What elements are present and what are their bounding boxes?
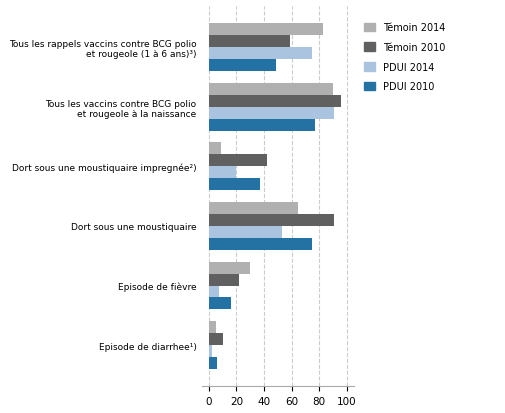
Bar xyxy=(209,167,236,179)
Bar xyxy=(209,179,260,191)
Bar xyxy=(209,214,334,226)
Bar xyxy=(209,298,231,310)
Bar xyxy=(209,48,312,60)
Bar xyxy=(209,119,315,131)
Bar xyxy=(209,143,221,155)
Bar xyxy=(209,60,276,72)
Bar xyxy=(209,36,290,48)
Bar xyxy=(209,226,282,238)
Bar xyxy=(209,155,267,167)
Bar xyxy=(209,203,298,214)
Legend: Témoin 2014, Témoin 2010, PDUI 2014, PDUI 2010: Témoin 2014, Témoin 2010, PDUI 2014, PDU… xyxy=(360,19,449,96)
Bar xyxy=(209,24,323,36)
Bar xyxy=(209,84,333,95)
Bar xyxy=(209,274,239,286)
Bar xyxy=(209,333,223,345)
Bar xyxy=(209,322,216,333)
Bar xyxy=(209,107,334,119)
Bar xyxy=(209,286,219,298)
Bar xyxy=(209,357,217,369)
Bar xyxy=(209,238,312,250)
Bar xyxy=(209,95,341,107)
Bar xyxy=(209,345,212,357)
Bar xyxy=(209,262,250,274)
